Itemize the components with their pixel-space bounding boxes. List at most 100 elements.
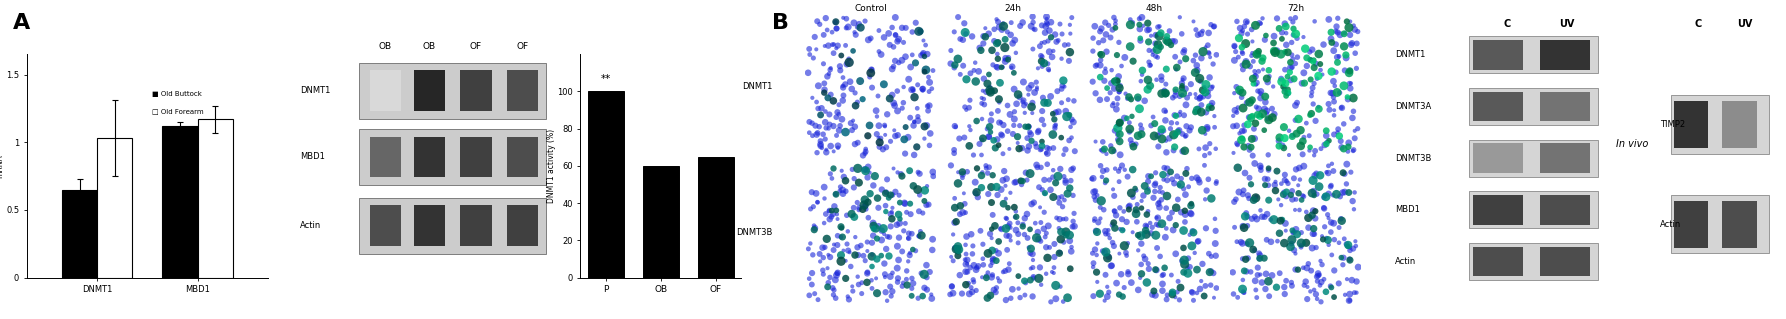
Point (1198, 271, 1227, 276)
Point (1177, 203, 1206, 208)
Point (1175, 184, 1204, 189)
Point (1139, 195, 1168, 200)
Point (1282, 36, 1311, 41)
Point (1102, 25, 1131, 30)
Point (1340, 109, 1368, 114)
Point (963, 265, 991, 270)
Point (1168, 85, 1197, 90)
Point (1157, 120, 1186, 125)
Point (1114, 120, 1143, 125)
Point (823, 271, 852, 276)
Point (1273, 90, 1302, 95)
Point (811, 120, 839, 125)
Point (1327, 218, 1356, 223)
Point (1157, 272, 1186, 278)
Point (911, 69, 939, 74)
Point (941, 196, 970, 201)
Point (1182, 27, 1211, 32)
Point (1182, 68, 1211, 73)
Point (1289, 135, 1318, 140)
Point (1082, 270, 1111, 275)
Point (972, 166, 1000, 171)
Point (943, 253, 972, 258)
Point (880, 32, 909, 37)
Point (956, 128, 984, 133)
Point (1025, 265, 1054, 270)
Bar (461, 137, 491, 177)
Point (1270, 21, 1298, 26)
Bar (370, 137, 400, 177)
Point (1029, 108, 1057, 114)
Point (1006, 95, 1034, 100)
Point (1338, 115, 1366, 121)
Point (1016, 278, 1045, 283)
Point (991, 37, 1020, 42)
Point (814, 280, 843, 285)
Point (916, 131, 945, 136)
Point (1161, 54, 1189, 59)
Point (888, 249, 916, 254)
Point (1143, 222, 1172, 227)
Point (952, 31, 981, 36)
Point (1123, 219, 1152, 224)
Point (1277, 237, 1306, 242)
Point (1152, 66, 1181, 71)
Point (939, 65, 968, 70)
Point (1316, 36, 1345, 41)
Point (886, 200, 914, 205)
Point (884, 170, 913, 175)
Point (1113, 116, 1141, 121)
Point (1089, 146, 1118, 152)
Point (1032, 14, 1061, 19)
Point (1025, 276, 1054, 281)
Point (1332, 94, 1361, 100)
Point (850, 202, 879, 207)
Point (936, 48, 964, 53)
Point (1170, 48, 1198, 53)
Point (895, 236, 923, 241)
Point (993, 57, 1022, 62)
Point (1047, 86, 1075, 92)
Point (1189, 293, 1218, 299)
Point (914, 74, 943, 79)
Bar (1473, 40, 1522, 70)
Point (1081, 139, 1109, 144)
Point (1336, 257, 1365, 263)
Point (1261, 112, 1289, 117)
Point (1272, 193, 1300, 198)
Point (1111, 55, 1139, 60)
Point (1272, 228, 1300, 233)
Point (1106, 179, 1134, 184)
Point (1134, 27, 1163, 32)
Point (914, 80, 943, 85)
Point (1029, 95, 1057, 100)
Point (1134, 174, 1163, 179)
Point (1161, 145, 1189, 150)
Point (1127, 271, 1156, 276)
Point (829, 191, 857, 196)
Point (1139, 133, 1168, 138)
Point (879, 270, 907, 275)
Point (918, 68, 947, 73)
Point (993, 224, 1022, 229)
Point (906, 171, 934, 176)
Point (982, 51, 1011, 56)
Point (1148, 221, 1177, 226)
Point (954, 281, 982, 286)
Point (823, 217, 852, 222)
Point (1270, 89, 1298, 94)
Point (1343, 279, 1372, 284)
Point (1311, 289, 1340, 294)
Point (898, 29, 927, 34)
Point (1334, 242, 1363, 248)
Point (1150, 177, 1179, 182)
Point (904, 296, 932, 301)
Text: B: B (772, 13, 789, 33)
Point (1182, 267, 1211, 272)
Point (848, 97, 877, 102)
Point (872, 189, 900, 195)
Point (963, 195, 991, 200)
Point (1050, 84, 1079, 89)
Point (1123, 233, 1152, 238)
Point (1052, 147, 1081, 152)
